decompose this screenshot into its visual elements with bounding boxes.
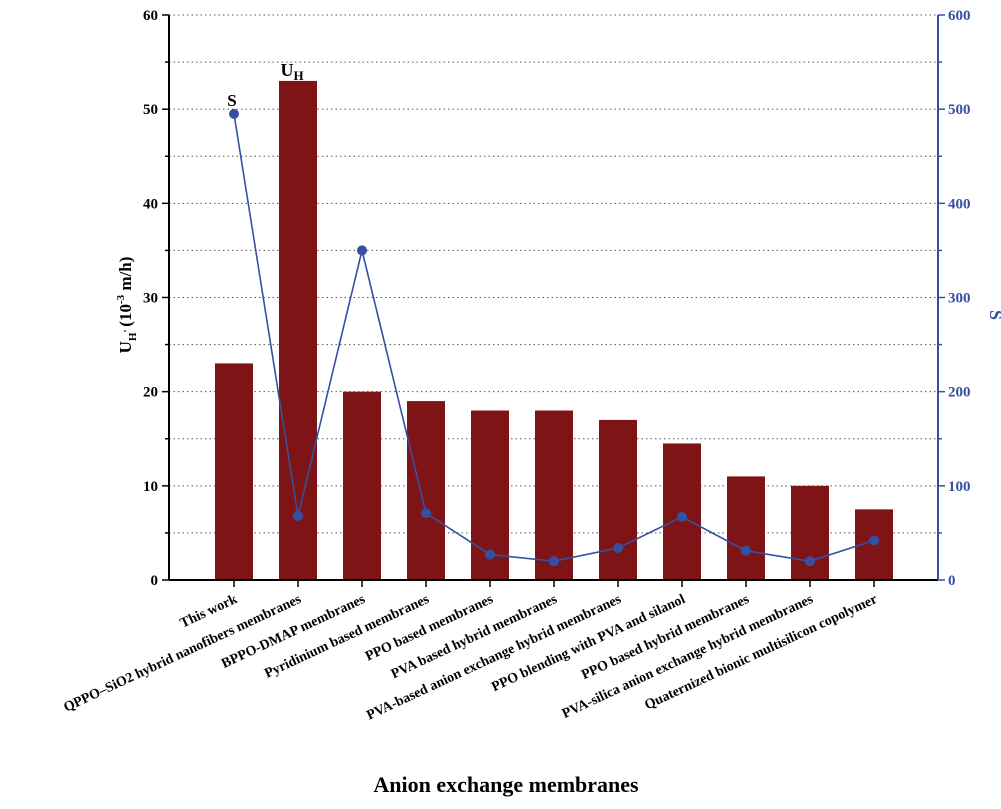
data-point bbox=[613, 542, 623, 553]
tick-label-left: 30 bbox=[143, 291, 158, 307]
data-point bbox=[485, 549, 495, 560]
data-point bbox=[229, 108, 239, 119]
bar bbox=[727, 476, 765, 580]
tick-label-right: 100 bbox=[948, 479, 971, 495]
tick-label-right: 0 bbox=[948, 573, 956, 589]
bar bbox=[343, 391, 381, 580]
category-label: QPPO–SiO2 hybrid nanofibers membranes bbox=[62, 592, 305, 716]
bar bbox=[407, 401, 445, 580]
data-point bbox=[677, 511, 687, 522]
bar bbox=[215, 363, 253, 580]
tick-label-left: 0 bbox=[151, 573, 159, 589]
x-axis-title: Anion exchange membranes bbox=[373, 772, 639, 797]
data-point bbox=[421, 508, 431, 519]
data-point bbox=[869, 535, 879, 546]
line-series bbox=[229, 108, 879, 567]
tick-label-left: 20 bbox=[143, 385, 158, 401]
bar bbox=[535, 410, 573, 580]
tick-label-right: 300 bbox=[948, 291, 971, 307]
data-point bbox=[549, 556, 559, 567]
data-point bbox=[805, 556, 815, 567]
data-point bbox=[293, 510, 303, 521]
bar bbox=[663, 443, 701, 580]
axes bbox=[162, 14, 945, 587]
tick-label-left: 40 bbox=[143, 196, 158, 212]
data-point bbox=[357, 245, 367, 256]
y-axis-title-right: S bbox=[986, 310, 1001, 320]
tick-label-left: 10 bbox=[143, 479, 158, 495]
annotation-s: S bbox=[227, 91, 236, 110]
data-point bbox=[741, 545, 751, 556]
tick-label-left: 50 bbox=[143, 102, 158, 118]
bar bbox=[279, 80, 317, 581]
annotation-uh: UH bbox=[280, 60, 303, 83]
tick-label-right: 500 bbox=[948, 102, 971, 118]
tick-label-left: 60 bbox=[143, 8, 158, 24]
tick-label-right: 600 bbox=[948, 8, 971, 24]
bar bbox=[599, 419, 637, 580]
tick-label-right: 400 bbox=[948, 196, 971, 212]
tick-label-right: 200 bbox=[948, 385, 971, 401]
y-axis-title-left: UH' (10-3 m/h) bbox=[115, 257, 139, 354]
